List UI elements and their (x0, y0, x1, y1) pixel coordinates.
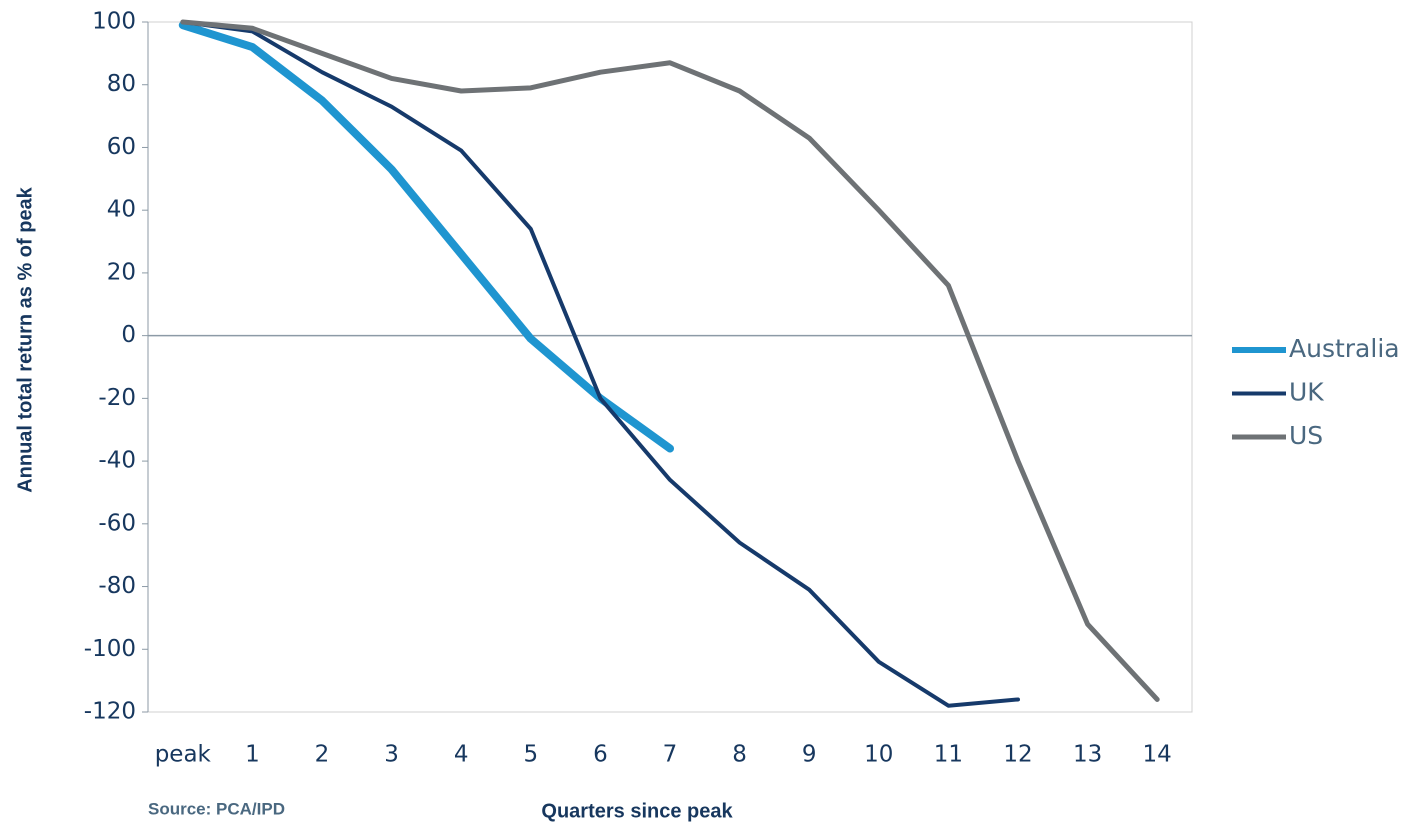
line-series (180, 19, 1160, 702)
x-tick-label: 2 (315, 742, 330, 768)
y-tick-label: -80 (98, 573, 136, 599)
x-tick-label: 8 (732, 742, 747, 768)
legend-label: UK (1289, 378, 1324, 407)
x-tick-label: 9 (802, 742, 817, 768)
y-tick-label: -60 (98, 510, 136, 536)
x-tick-label: 3 (384, 742, 399, 768)
y-tick-label: -100 (84, 636, 136, 662)
line-series (180, 20, 1020, 708)
x-tick-label: 1 (245, 742, 260, 768)
source-note: Source: PCA/IPD (148, 799, 285, 818)
line-series (178, 21, 674, 453)
x-tick-label: 7 (663, 742, 678, 768)
x-tick-label: 12 (1003, 742, 1032, 768)
x-tick-label: 10 (864, 742, 893, 768)
plot-area (147, 21, 1193, 713)
y-tick-label: 60 (107, 134, 136, 160)
x-tick-label: 5 (523, 742, 538, 768)
y-tick-label: 40 (107, 197, 136, 223)
x-tick-label: 11 (934, 742, 963, 768)
x-tick-label: peak (155, 742, 212, 768)
x-tick-label: 6 (593, 742, 608, 768)
y-axis-label: Annual total return as % of peak (14, 186, 36, 492)
x-axis-label: Quarters since peak (541, 800, 733, 822)
x-tick-label: 4 (454, 742, 469, 768)
y-tick-label: 20 (107, 259, 136, 285)
x-tick-label: 13 (1073, 742, 1102, 768)
legend-label: Australia (1289, 334, 1400, 363)
x-tick-label: 14 (1143, 742, 1172, 768)
legend-label: US (1289, 421, 1323, 450)
y-tick-label: 80 (107, 71, 136, 97)
y-tick-label: -120 (84, 699, 136, 725)
y-tick-label: 100 (92, 9, 136, 35)
y-tick-label: -40 (98, 448, 136, 474)
y-tick-label: 0 (121, 322, 136, 348)
y-tick-label: -20 (98, 385, 136, 411)
